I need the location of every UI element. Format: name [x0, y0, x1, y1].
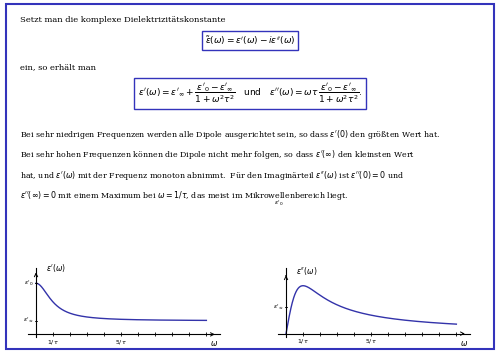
- Text: $\varepsilon''(\omega)$: $\varepsilon''(\omega)$: [296, 264, 318, 276]
- Text: Bei sehr hohen Frequenzen können die Dipole nicht mehr folgen, so dass $\varepsi: Bei sehr hohen Frequenzen können die Dip…: [20, 148, 415, 161]
- Text: hat, und $\varepsilon'(\omega)$ mit der Frequenz monoton abnimmt.  Für den Imagi: hat, und $\varepsilon'(\omega)$ mit der …: [20, 169, 404, 182]
- Text: $\tilde{\varepsilon}(\omega) = \varepsilon'(\omega) - i\varepsilon''(\omega)$: $\tilde{\varepsilon}(\omega) = \varepsil…: [204, 34, 296, 47]
- Text: $\varepsilon'(\omega)$: $\varepsilon'(\omega)$: [46, 262, 66, 274]
- Text: $\varepsilon'_\infty$: $\varepsilon'_\infty$: [273, 303, 283, 312]
- Text: Setzt man die komplexe Dielektrizitätskonstante: Setzt man die komplexe Dielektrizitätsko…: [20, 16, 226, 24]
- Text: Bei sehr niedrigen Frequenzen werden alle Dipole ausgerichtet sein, so dass $\va: Bei sehr niedrigen Frequenzen werden all…: [20, 128, 440, 141]
- Text: $\varepsilon'(\omega) = \varepsilon'_{\infty} + \dfrac{\varepsilon'_0 - \varepsi: $\varepsilon'(\omega) = \varepsilon'_{\i…: [138, 82, 362, 106]
- Text: $\varepsilon'_\infty$: $\varepsilon'_\infty$: [23, 316, 34, 325]
- Text: $\varepsilon'_0$: $\varepsilon'_0$: [274, 198, 283, 208]
- Text: $\varepsilon'_0$: $\varepsilon'_0$: [24, 279, 34, 288]
- Text: $\omega$: $\omega$: [210, 339, 218, 348]
- Text: $\omega$: $\omega$: [460, 339, 468, 348]
- Text: ein, so erhält man: ein, so erhält man: [20, 64, 96, 72]
- Text: $\varepsilon''(\infty) = 0$ mit einem Maximum bei $\omega = 1/\tau$, das meist i: $\varepsilon''(\infty) = 0$ mit einem Ma…: [20, 189, 348, 202]
